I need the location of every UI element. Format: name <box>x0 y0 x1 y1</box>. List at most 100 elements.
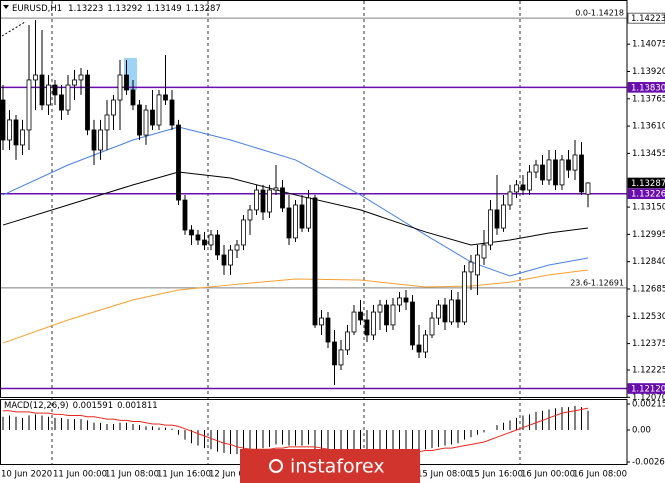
level-text: 0.0-1.14218 <box>575 9 624 18</box>
moving-average <box>2 126 589 277</box>
candle-body <box>293 204 298 239</box>
y-tick-label: 1.13150 <box>632 203 665 213</box>
candle-body <box>182 199 188 231</box>
candle-body <box>111 99 116 116</box>
candle-body <box>494 209 500 229</box>
price-box <box>627 12 665 24</box>
candle-body <box>455 299 461 323</box>
x-tick-label: 15 Jun 08:00 <box>417 470 471 480</box>
price-box-label: 1.13226 <box>631 190 665 200</box>
candle-body <box>403 297 409 303</box>
x-tick-label: 11 Jun 08:00 <box>105 470 159 480</box>
candle-body <box>208 234 214 246</box>
candle-body <box>358 311 363 321</box>
candle-body <box>163 94 168 101</box>
candle-body <box>442 304 448 323</box>
candle-body <box>481 244 487 259</box>
candle-body <box>462 271 467 323</box>
candle-body <box>228 249 233 266</box>
candle-body <box>156 94 162 126</box>
candle-body <box>189 229 194 236</box>
moving-average <box>2 269 589 344</box>
candle-body <box>397 297 402 306</box>
y-tick-label: 0.00 <box>632 425 651 435</box>
candle-body <box>520 184 526 191</box>
price-box-label: 1.13287 <box>631 179 665 189</box>
watermark-icon <box>269 459 283 473</box>
candle-body <box>429 317 435 336</box>
candle-body <box>72 79 77 86</box>
candle-body <box>371 311 376 336</box>
y-tick-label: 1.12840 <box>632 257 665 267</box>
y-tick-label: -0.002656 <box>632 458 665 468</box>
candle-body <box>540 164 545 181</box>
candle-body <box>351 311 357 333</box>
candle-body <box>130 89 136 106</box>
header: EURUSD,H1 1.13223 1.13292 1.13149 1.13287 <box>12 4 221 14</box>
candle-body <box>169 99 175 126</box>
candle-body <box>91 129 97 151</box>
menu-arrow <box>3 5 9 9</box>
y-tick-label: 1.12530 <box>632 312 665 322</box>
x-tick-label: 12 Jun 00:00 <box>209 470 263 480</box>
candle-body <box>13 119 19 146</box>
price-box-label: 1.12120 <box>631 384 665 394</box>
candle-body <box>306 197 311 229</box>
candle-body <box>390 304 396 326</box>
y-tick-label: 1.12070 <box>632 393 665 403</box>
candle-body <box>59 94 64 111</box>
y-tick-label: 0.002156 <box>632 400 665 410</box>
candle-body <box>260 189 266 213</box>
candle-body <box>143 109 149 136</box>
candle-body <box>124 74 129 91</box>
candle-body <box>345 331 350 351</box>
candle-body <box>559 159 565 186</box>
candle-body <box>20 129 25 146</box>
x-tick-label: 16 Jun 00:00 <box>521 470 575 480</box>
price-axis <box>627 0 665 483</box>
price-box <box>627 177 665 189</box>
high-value: 1.13292 <box>107 4 142 14</box>
macd-title: MACD(12,26,9) <box>4 401 69 411</box>
candle-body <box>254 189 259 211</box>
candle-body <box>202 239 207 246</box>
candle-body <box>98 129 103 151</box>
candle-body <box>585 182 591 195</box>
y-tick-label: 1.13610 <box>632 122 665 132</box>
candle-body <box>527 171 532 191</box>
candle-body <box>33 74 38 81</box>
y-tick-label: 1.14075 <box>632 40 665 50</box>
signal-line <box>3 407 589 456</box>
y-tick-label: 1.12375 <box>632 339 665 349</box>
y-tick-label: 1.13765 <box>632 94 665 104</box>
x-tick-label: 11 Jun 16:00 <box>157 470 211 480</box>
candle-body <box>150 109 155 126</box>
candle-body <box>546 159 552 181</box>
watermark: instaforex <box>240 449 420 483</box>
candle-body <box>416 344 422 353</box>
y-tick-label: 1.12685 <box>632 284 665 294</box>
candle-body <box>46 84 51 106</box>
candle-body <box>579 154 584 193</box>
candle-body <box>117 74 123 101</box>
candle-body <box>332 341 337 366</box>
macd-value: 0.001591 <box>73 401 114 411</box>
y-tick-label: 1.13455 <box>632 149 665 159</box>
candle-body <box>137 104 142 136</box>
candle-body <box>377 304 383 313</box>
candle-body <box>234 244 240 251</box>
candle-body <box>221 254 227 266</box>
price-box <box>627 383 665 394</box>
price-box <box>627 82 665 93</box>
candle-body <box>423 334 428 353</box>
trend-line <box>1 21 26 37</box>
candle-body <box>553 159 558 186</box>
level-text: 23.6-1.12691 <box>570 278 624 287</box>
y-tick-label: 1.12225 <box>632 365 665 375</box>
candle-body <box>104 114 110 131</box>
y-tick-label: 1.13920 <box>632 67 665 77</box>
signal-value: 0.001811 <box>117 401 158 411</box>
